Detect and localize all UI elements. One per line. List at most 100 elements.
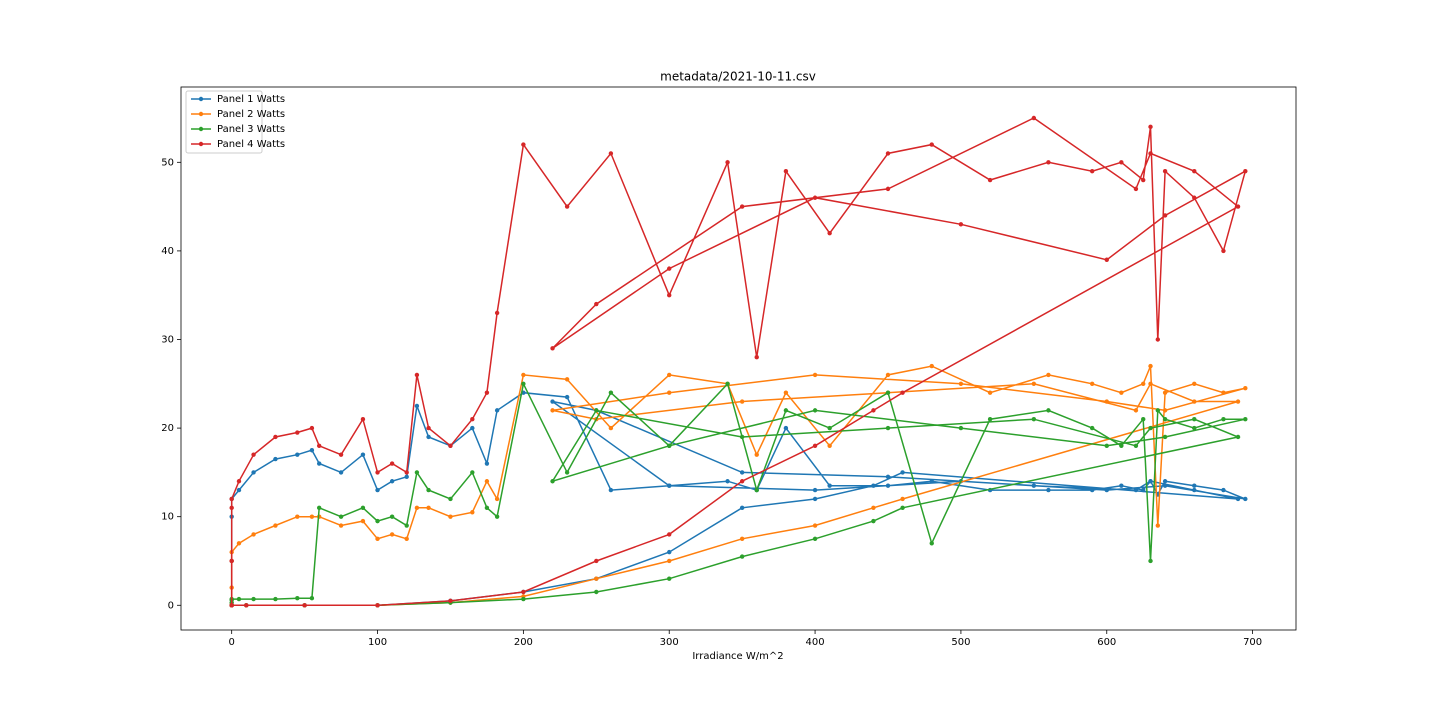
- point: [426, 487, 431, 493]
- point: [1133, 408, 1139, 413]
- series: [229, 115, 1248, 608]
- point: [295, 452, 300, 457]
- point: [1155, 408, 1161, 413]
- point: [1192, 425, 1197, 431]
- point: [1162, 213, 1168, 218]
- x-tick-label: 0: [228, 637, 234, 648]
- point: [273, 523, 278, 528]
- point: [667, 390, 672, 395]
- point: [1031, 115, 1037, 121]
- point: [1235, 496, 1241, 502]
- point: [1031, 483, 1037, 488]
- point: [338, 523, 344, 528]
- legend-marker: [198, 126, 204, 132]
- point: [667, 372, 672, 378]
- point: [929, 479, 934, 484]
- point: [521, 596, 526, 602]
- point: [1104, 399, 1109, 404]
- point: [1141, 417, 1146, 422]
- point: [725, 160, 730, 165]
- point: [1192, 487, 1197, 493]
- point: [564, 470, 570, 475]
- point: [1119, 160, 1124, 165]
- point: [1192, 168, 1197, 174]
- point: [885, 186, 891, 192]
- y-tick-label: 40: [161, 246, 174, 257]
- point: [375, 470, 380, 475]
- point: [900, 470, 905, 475]
- point: [1148, 425, 1153, 431]
- series-line: [230, 365, 1246, 607]
- point: [484, 479, 490, 484]
- point: [827, 230, 832, 236]
- point: [338, 514, 344, 519]
- point: [295, 430, 300, 435]
- point: [871, 505, 876, 511]
- point: [1089, 425, 1095, 431]
- point: [414, 470, 420, 475]
- point: [229, 558, 234, 564]
- legend-label: Panel 1 Watts: [217, 94, 285, 105]
- legend-marker: [198, 96, 204, 102]
- point: [309, 595, 315, 601]
- point: [1104, 443, 1109, 449]
- point: [608, 487, 614, 493]
- point: [739, 505, 745, 511]
- series-line: [230, 381, 1246, 607]
- point: [1046, 408, 1051, 413]
- point: [594, 558, 599, 564]
- point: [871, 518, 876, 524]
- point: [667, 483, 672, 488]
- point: [295, 595, 300, 601]
- point: [1243, 168, 1248, 174]
- y-tick-label: 50: [161, 157, 174, 168]
- point: [827, 425, 832, 431]
- point: [812, 523, 818, 528]
- point: [725, 381, 730, 386]
- point: [564, 394, 570, 400]
- point: [1155, 337, 1161, 342]
- series-line: [230, 117, 1247, 607]
- y-tick-label: 20: [161, 423, 174, 434]
- point: [1162, 168, 1168, 174]
- point: [375, 536, 380, 542]
- point: [295, 514, 300, 519]
- point: [900, 390, 905, 395]
- point: [521, 589, 526, 595]
- point: [1192, 483, 1197, 488]
- point: [1162, 408, 1168, 413]
- point: [754, 452, 759, 457]
- point: [1089, 381, 1095, 386]
- point: [404, 474, 409, 480]
- point: [1119, 483, 1124, 488]
- point: [494, 496, 500, 502]
- point: [1148, 558, 1153, 564]
- point: [236, 479, 242, 484]
- point: [375, 603, 380, 608]
- point: [470, 417, 475, 422]
- point: [739, 554, 745, 559]
- point: [1089, 168, 1095, 174]
- point: [273, 456, 278, 462]
- point: [484, 505, 490, 511]
- point: [389, 532, 395, 537]
- point: [1192, 417, 1197, 422]
- point: [404, 523, 409, 528]
- point: [470, 470, 475, 475]
- point: [564, 377, 570, 382]
- point: [812, 195, 818, 200]
- point: [871, 408, 876, 413]
- point: [1162, 434, 1168, 440]
- point: [1221, 390, 1226, 395]
- point: [1243, 417, 1248, 422]
- point: [1192, 381, 1197, 386]
- point: [987, 390, 993, 395]
- point: [594, 589, 599, 595]
- point: [885, 425, 891, 431]
- point: [550, 408, 555, 413]
- x-axis-label: Irradiance W/m^2: [692, 651, 783, 662]
- point: [739, 470, 745, 475]
- point: [1119, 390, 1124, 395]
- point: [1089, 487, 1095, 493]
